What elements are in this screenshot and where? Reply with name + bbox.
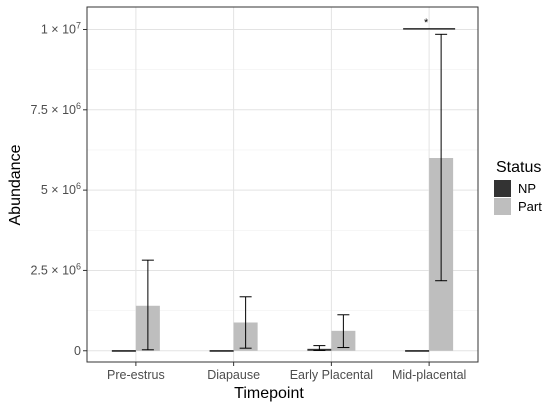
- y-axis-ticks: 0 2.5 × 106 5 × 106 7.5 × 106 1 × 107: [30, 20, 87, 358]
- legend-key-part: [494, 198, 511, 215]
- legend-label-part: Part: [518, 199, 542, 214]
- x-tick-label: Diapause: [207, 368, 260, 382]
- x-tick-label: Mid-placental: [392, 368, 466, 382]
- y-axis-title: Abundance: [7, 144, 24, 225]
- error-bars: [141, 33, 448, 351]
- x-tick-label: Early Placental: [290, 368, 373, 382]
- y-tick-label: 2.5 × 106: [30, 261, 81, 277]
- annotations: *: [403, 17, 456, 30]
- legend-key-np: [494, 180, 511, 197]
- significance-label: *: [424, 17, 429, 29]
- legend: Status NP Part: [494, 159, 542, 215]
- y-tick-label: 5 × 106: [41, 181, 81, 197]
- x-axis-title: Timepoint: [234, 385, 304, 402]
- y-tick-label: 0: [74, 344, 81, 358]
- x-axis-ticks: Pre-estrus Diapause Early Placental Mid-pla…: [107, 362, 466, 382]
- y-tick-label: 7.5 × 106: [30, 101, 81, 117]
- legend-title: Status: [496, 159, 541, 176]
- legend-label-np: NP: [518, 181, 536, 196]
- bars: [111, 157, 454, 352]
- x-tick-label: Pre-estrus: [107, 368, 165, 382]
- plot-panel-border: [86, 6, 479, 363]
- y-tick-label: 1 × 107: [41, 20, 81, 36]
